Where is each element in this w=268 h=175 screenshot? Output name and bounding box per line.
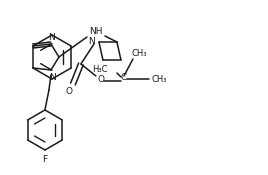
- Text: N: N: [88, 37, 95, 47]
- Text: NH: NH: [89, 27, 103, 37]
- Text: CH₃: CH₃: [131, 48, 147, 58]
- Text: CH₃: CH₃: [151, 75, 167, 83]
- Text: N: N: [50, 72, 56, 82]
- Text: N: N: [49, 33, 55, 41]
- Text: C: C: [121, 74, 127, 82]
- Text: F: F: [42, 155, 47, 163]
- Text: H₃C: H₃C: [92, 65, 108, 75]
- Text: O: O: [65, 86, 72, 96]
- Text: O: O: [98, 75, 105, 83]
